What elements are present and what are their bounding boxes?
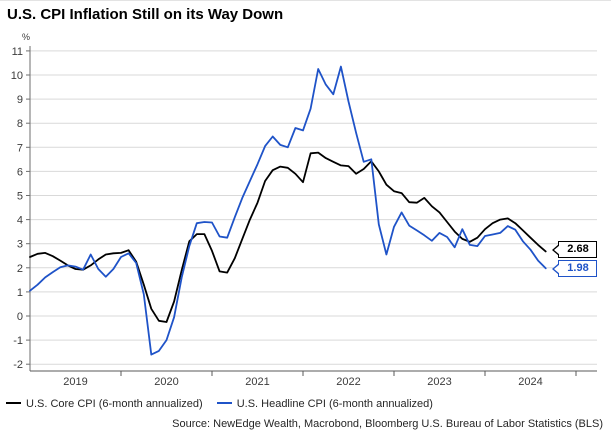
headline-cpi-line xyxy=(29,65,547,356)
svg-text:2022: 2022 xyxy=(336,376,360,388)
headline-end-value-callout: 1.98 xyxy=(552,260,597,277)
svg-text:0: 0 xyxy=(17,311,23,323)
svg-text:2023: 2023 xyxy=(427,376,451,388)
core-end-value: 2.68 xyxy=(567,243,589,255)
svg-text:2019: 2019 xyxy=(63,376,87,388)
legend: U.S. Core CPI (6-month annualized) U.S. H… xyxy=(6,398,447,410)
svg-text:11: 11 xyxy=(12,46,23,58)
legend-label-headline: U.S. Headline CPI (6-month annualized) xyxy=(236,398,433,410)
svg-text:2024: 2024 xyxy=(518,376,542,388)
legend-item-core: U.S. Core CPI (6-month annualized) xyxy=(6,398,203,410)
cpi-line-chart: -2 -1 0 1 2 3 4 5 6 7 8 9 10 11% 2019 2020 2021 2022 2023 2… xyxy=(11,32,597,388)
legend-label-core: U.S. Core CPI (6-month annualized) xyxy=(26,398,203,410)
svg-text:2: 2 xyxy=(17,263,23,275)
svg-text:6: 6 xyxy=(17,166,23,178)
source-note: Source: NewEdge Wealth, Macrobond, Bloom… xyxy=(172,418,603,430)
svg-text:2021: 2021 xyxy=(245,376,269,388)
svg-text:%: % xyxy=(22,32,30,42)
svg-text:5: 5 xyxy=(17,191,23,203)
svg-text:7: 7 xyxy=(17,142,23,154)
svg-text:-2: -2 xyxy=(13,359,23,371)
core-end-value-callout: 2.68 xyxy=(552,241,597,258)
svg-text:4: 4 xyxy=(17,215,23,227)
core-line-swatch-icon xyxy=(6,402,21,404)
legend-item-headline: U.S. Headline CPI (6-month annualized) xyxy=(216,398,433,410)
headline-line-swatch-icon xyxy=(216,402,232,404)
svg-text:8: 8 xyxy=(17,118,23,130)
svg-text:3: 3 xyxy=(17,239,23,251)
chart-title: U.S. CPI Inflation Still on its Way Down xyxy=(7,6,284,23)
svg-text:10: 10 xyxy=(11,70,23,82)
headline-end-value: 1.98 xyxy=(567,262,589,274)
svg-text:9: 9 xyxy=(17,94,23,106)
svg-text:1: 1 xyxy=(17,287,23,299)
core-cpi-line xyxy=(29,151,547,323)
svg-text:-1: -1 xyxy=(13,335,23,347)
svg-text:2020: 2020 xyxy=(154,376,178,388)
